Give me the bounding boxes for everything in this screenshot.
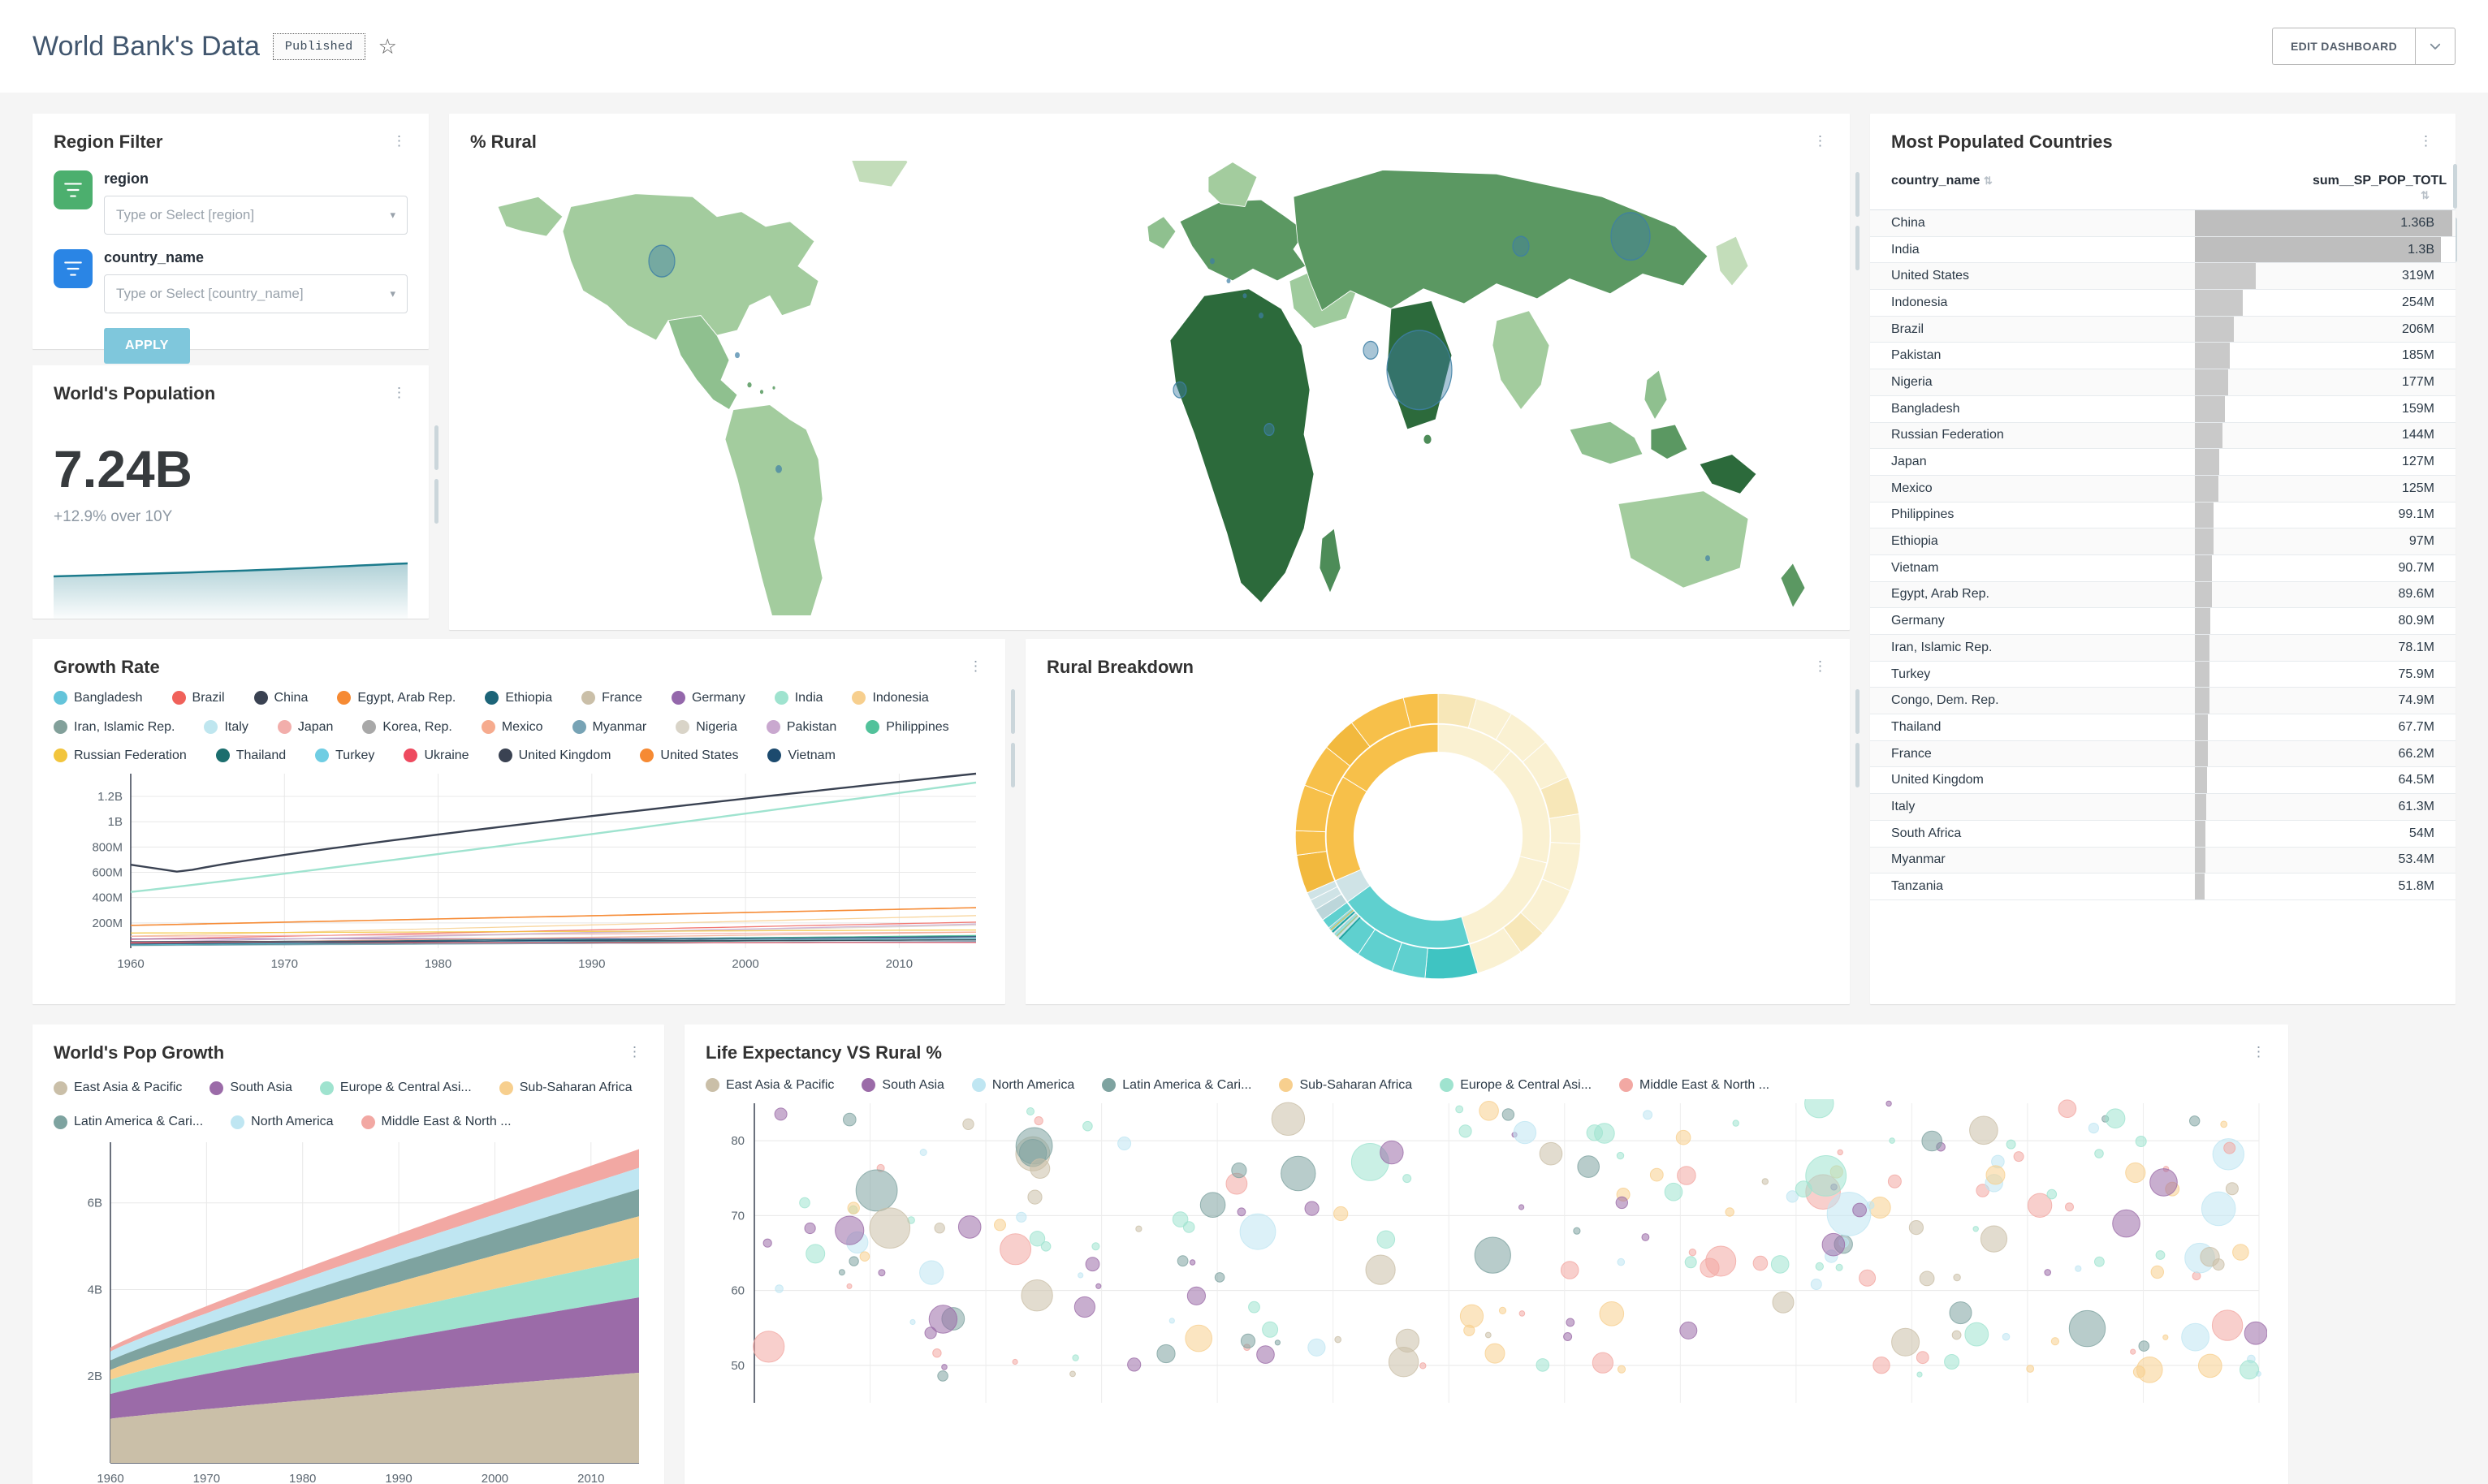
svg-text:60: 60: [731, 1283, 745, 1297]
svg-text:2000: 2000: [732, 957, 758, 971]
svg-text:6B: 6B: [88, 1197, 102, 1210]
svg-text:1990: 1990: [385, 1472, 412, 1484]
svg-text:2B: 2B: [88, 1370, 102, 1383]
svg-text:1970: 1970: [193, 1472, 220, 1484]
svg-text:4B: 4B: [88, 1283, 102, 1296]
svg-text:600M: 600M: [92, 865, 123, 879]
svg-text:80: 80: [731, 1134, 745, 1148]
svg-text:1B: 1B: [108, 815, 123, 829]
svg-text:1960: 1960: [117, 957, 144, 971]
svg-text:1980: 1980: [289, 1472, 316, 1484]
svg-text:200M: 200M: [92, 917, 123, 930]
svg-text:2010: 2010: [886, 957, 913, 971]
svg-text:1960: 1960: [97, 1472, 123, 1484]
svg-text:800M: 800M: [92, 840, 123, 854]
svg-text:1970: 1970: [271, 957, 298, 971]
svg-text:400M: 400M: [92, 891, 123, 904]
svg-text:50: 50: [731, 1358, 745, 1372]
svg-text:1990: 1990: [578, 957, 605, 971]
svg-text:70: 70: [731, 1209, 745, 1223]
svg-text:2010: 2010: [577, 1472, 604, 1484]
svg-text:1980: 1980: [425, 957, 451, 971]
svg-text:1.2B: 1.2B: [97, 790, 123, 804]
svg-text:2000: 2000: [482, 1472, 508, 1484]
